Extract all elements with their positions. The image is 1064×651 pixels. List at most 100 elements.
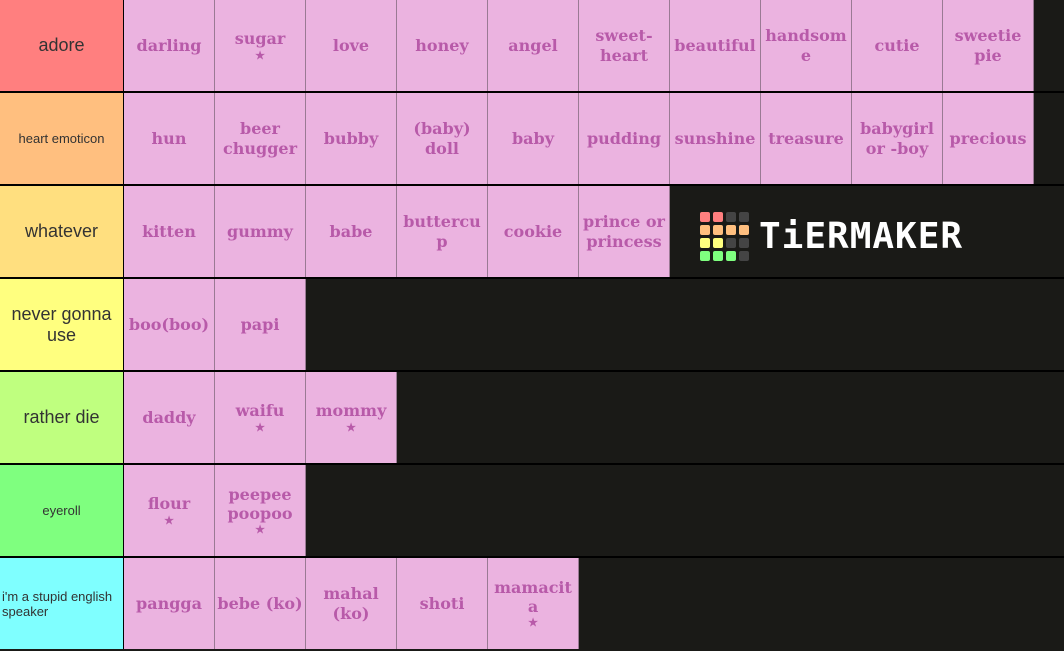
tier-item[interactable]: hun	[124, 93, 215, 184]
tier-item[interactable]: bubby	[306, 93, 397, 184]
tier-item[interactable]: pudding	[579, 93, 670, 184]
item-text: treasure	[768, 128, 844, 148]
star-icon: ★	[255, 523, 265, 537]
tier-item[interactable]: beer chugger	[215, 93, 306, 184]
item-text: love	[332, 35, 370, 55]
tier-row: heart emoticon hun beer chugger bubby (baby)…	[0, 93, 1064, 186]
logo-square	[700, 225, 710, 235]
item-text: papi	[240, 314, 280, 334]
tier-item[interactable]: darling	[124, 0, 215, 91]
tier-item[interactable]: handsome	[761, 0, 852, 91]
logo-square	[739, 251, 749, 261]
logo-square	[700, 212, 710, 222]
tier-item[interactable]: prince or princess	[579, 186, 670, 277]
item-text: bebe (ko)	[217, 593, 303, 613]
tier-label[interactable]: rather die	[0, 372, 124, 463]
tier-item[interactable]: papi	[215, 279, 306, 370]
tier-item[interactable]: babe	[306, 186, 397, 277]
tier-row: eyeroll flour ★ peepee poopoo ★	[0, 465, 1064, 558]
tier-item[interactable]: bebe (ko)	[215, 558, 306, 649]
star-icon: ★	[255, 48, 265, 62]
tier-item[interactable]: mahal (ko)	[306, 558, 397, 649]
tier-row: whatever kitten gummy babe buttercup cookie pr…	[0, 186, 1064, 279]
tier-item[interactable]: gummy	[215, 186, 306, 277]
item-text: shoti	[419, 593, 465, 613]
item-text: pudding	[586, 128, 662, 148]
item-text: mamacita	[494, 577, 572, 616]
logo-square	[726, 238, 736, 248]
tier-item[interactable]: cutie	[852, 0, 943, 91]
tier-item[interactable]: daddy	[124, 372, 215, 463]
tier-item[interactable]: baby	[488, 93, 579, 184]
tier-item[interactable]: angel	[488, 0, 579, 91]
tier-item[interactable]: pangga	[124, 558, 215, 649]
tier-item[interactable]: sweetie pie	[943, 0, 1034, 91]
item-text: (baby) doll	[413, 119, 471, 158]
tier-label[interactable]: i'm a stupid english speaker	[0, 558, 124, 649]
item-text: cookie	[503, 221, 563, 241]
tier-item[interactable]: flour ★	[124, 465, 215, 556]
tier-label[interactable]: never gonna use	[0, 279, 124, 370]
star-icon: ★	[346, 420, 356, 434]
item-text: gummy	[227, 221, 293, 241]
item-text: beer chugger	[223, 119, 297, 158]
tier-item[interactable]: boo(boo)	[124, 279, 215, 370]
item-text: mommy	[315, 401, 387, 421]
logo-square	[739, 238, 749, 248]
item-text: sweetie pie	[954, 26, 1022, 65]
item-text: sweet-heart	[595, 26, 653, 65]
logo-square	[739, 225, 749, 235]
item-text: sugar	[234, 29, 286, 49]
item-text: hun	[151, 128, 187, 148]
item-text: daddy	[142, 407, 196, 427]
tier-item[interactable]: love	[306, 0, 397, 91]
item-text: precious	[949, 128, 1027, 148]
tier-item[interactable]: honey	[397, 0, 488, 91]
item-text: beautiful	[674, 35, 756, 55]
tier-item[interactable]: sugar ★	[215, 0, 306, 91]
item-text: kitten	[142, 221, 196, 241]
logo-square	[739, 212, 749, 222]
logo-text: TiERMAKER	[759, 216, 964, 257]
tier-row: rather die daddy waifu ★ mommy ★	[0, 372, 1064, 465]
tier-item[interactable]: treasure	[761, 93, 852, 184]
tier-item[interactable]: babygirl or -boy	[852, 93, 943, 184]
logo-grid-icon	[700, 212, 749, 261]
item-text: angel	[508, 35, 558, 55]
logo-square	[713, 212, 723, 222]
tier-row: adore darling sugar ★ love honey angel sweet-he…	[0, 0, 1064, 93]
tier-item[interactable]: beautiful	[670, 0, 761, 91]
item-text: cutie	[874, 35, 920, 55]
logo-square	[726, 251, 736, 261]
logo-square	[713, 225, 723, 235]
item-text: mahal (ko)	[323, 584, 379, 623]
tier-item[interactable]: buttercup	[397, 186, 488, 277]
tier-label[interactable]: heart emoticon	[0, 93, 124, 184]
tier-item[interactable]: peepee poopoo ★	[215, 465, 306, 556]
item-text: handsome	[765, 26, 847, 65]
tier-label[interactable]: adore	[0, 0, 124, 91]
item-text: flour	[147, 494, 191, 514]
item-text: prince or princess	[583, 212, 665, 251]
tier-item[interactable]: shoti	[397, 558, 488, 649]
tier-item[interactable]: mommy ★	[306, 372, 397, 463]
tier-label[interactable]: eyeroll	[0, 465, 124, 556]
tier-item[interactable]: mamacita ★	[488, 558, 579, 649]
tier-item[interactable]: waifu ★	[215, 372, 306, 463]
tier-item[interactable]: (baby) doll	[397, 93, 488, 184]
tier-row: never gonna use boo(boo) papi	[0, 279, 1064, 372]
tier-label[interactable]: whatever	[0, 186, 124, 277]
tier-item[interactable]: precious	[943, 93, 1034, 184]
tier-item[interactable]: kitten	[124, 186, 215, 277]
tier-item[interactable]: sweet-heart	[579, 0, 670, 91]
item-text: waifu	[235, 401, 285, 421]
tier-row: i'm a stupid english speaker pangga bebe (…	[0, 558, 1064, 649]
tier-item[interactable]: sunshine	[670, 93, 761, 184]
item-text: peepee poopoo	[227, 484, 293, 523]
star-icon: ★	[255, 420, 265, 434]
star-icon: ★	[164, 513, 174, 527]
item-text: baby	[511, 128, 555, 148]
tier-item[interactable]: cookie	[488, 186, 579, 277]
item-text: boo(boo)	[128, 314, 210, 334]
